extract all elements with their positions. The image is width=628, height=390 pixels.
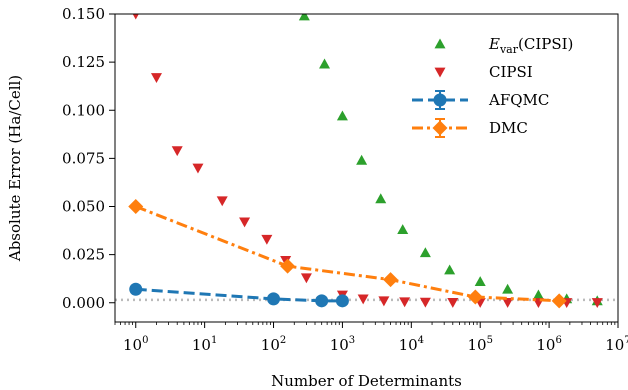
legend: Evar(CIPSI) CIPSI AFQMC DMC	[412, 35, 573, 138]
evar-point	[319, 58, 331, 69]
cipsi-point	[357, 294, 369, 305]
legend-label: DMC	[489, 119, 528, 137]
cipsi-point	[378, 296, 390, 307]
x-tick-label: 107	[605, 335, 628, 354]
dmc-point	[280, 258, 296, 274]
cipsi-point	[300, 273, 312, 284]
x-axis: 100 101 102 103 104 105 106 107	[114, 322, 628, 354]
y-tick-label: 0.125	[62, 53, 105, 71]
evar-point	[502, 283, 514, 294]
legend-marker	[433, 93, 447, 107]
series-dmc	[128, 199, 567, 309]
x-tick-label: 104	[399, 335, 424, 354]
cipsi-point	[419, 297, 431, 308]
afqmc-point	[129, 282, 143, 296]
x-axis-title: Number of Determinants	[271, 372, 462, 390]
cipsi-point	[447, 297, 459, 308]
legend-entry-dmc: DMC	[412, 118, 528, 138]
y-tick-label: 0.025	[62, 246, 105, 264]
dmc-point	[551, 293, 567, 309]
cipsi-point	[216, 196, 228, 207]
series-afqmc	[129, 282, 349, 308]
legend-label: CIPSI	[489, 63, 533, 81]
x-tick-label: 103	[330, 335, 355, 354]
legend-entry-evar: Evar(CIPSI)	[434, 35, 573, 56]
evar-point	[397, 224, 409, 234]
cipsi-point	[591, 298, 603, 309]
cipsi-point	[399, 297, 411, 308]
cipsi-point	[192, 163, 204, 174]
dmc-line	[135, 205, 560, 303]
evar-point	[444, 264, 456, 275]
legend-label: Evar(CIPSI)	[488, 35, 573, 56]
y-axis: 0.000 0.025 0.050 0.075 0.100 0.125 0.150	[62, 5, 115, 312]
afqmc-point	[267, 292, 281, 306]
legend-entry-afqmc: AFQMC	[412, 90, 549, 110]
y-tick-label: 0.050	[62, 198, 105, 216]
evar-point	[298, 14, 310, 21]
afqmc-point	[315, 294, 329, 308]
legend-marker	[434, 67, 446, 78]
cipsi-point	[239, 217, 251, 228]
y-tick-label: 0.000	[62, 294, 105, 312]
afqmc-point	[335, 294, 349, 308]
y-tick-label: 0.150	[62, 5, 105, 23]
legend-marker	[432, 120, 448, 136]
x-tick-label: 100	[123, 335, 148, 354]
x-tick-label: 101	[192, 335, 217, 354]
legend-marker	[434, 38, 446, 49]
cipsi-point	[171, 146, 183, 157]
dmc-point	[467, 289, 483, 305]
series-layer	[128, 14, 603, 309]
dmc-point	[383, 272, 399, 288]
evar-point	[356, 154, 368, 165]
series-evar	[298, 14, 603, 306]
y-tick-label: 0.100	[62, 101, 105, 119]
plot-frame	[114, 13, 619, 323]
y-axis-title: Absolute Error (Ha/Cell)	[6, 75, 24, 262]
legend-entry-cipsi: CIPSI	[434, 63, 533, 81]
evar-point	[474, 276, 486, 286]
evar-point	[375, 193, 387, 204]
dmc-point	[128, 199, 144, 214]
evar-point	[336, 110, 348, 121]
evar-point	[419, 247, 431, 258]
x-tick-label: 106	[536, 335, 561, 354]
evar-point	[532, 289, 544, 300]
x-tick-label: 105	[467, 335, 492, 354]
series-cipsi	[132, 14, 603, 309]
y-tick-label: 0.075	[62, 149, 105, 167]
cipsi-point	[132, 14, 139, 20]
cipsi-point	[502, 297, 514, 308]
x-tick-label: 102	[261, 335, 286, 354]
afqmc-line	[135, 287, 343, 303]
cipsi-point	[150, 73, 162, 84]
cipsi-point	[261, 234, 273, 245]
legend-label: AFQMC	[488, 91, 549, 109]
